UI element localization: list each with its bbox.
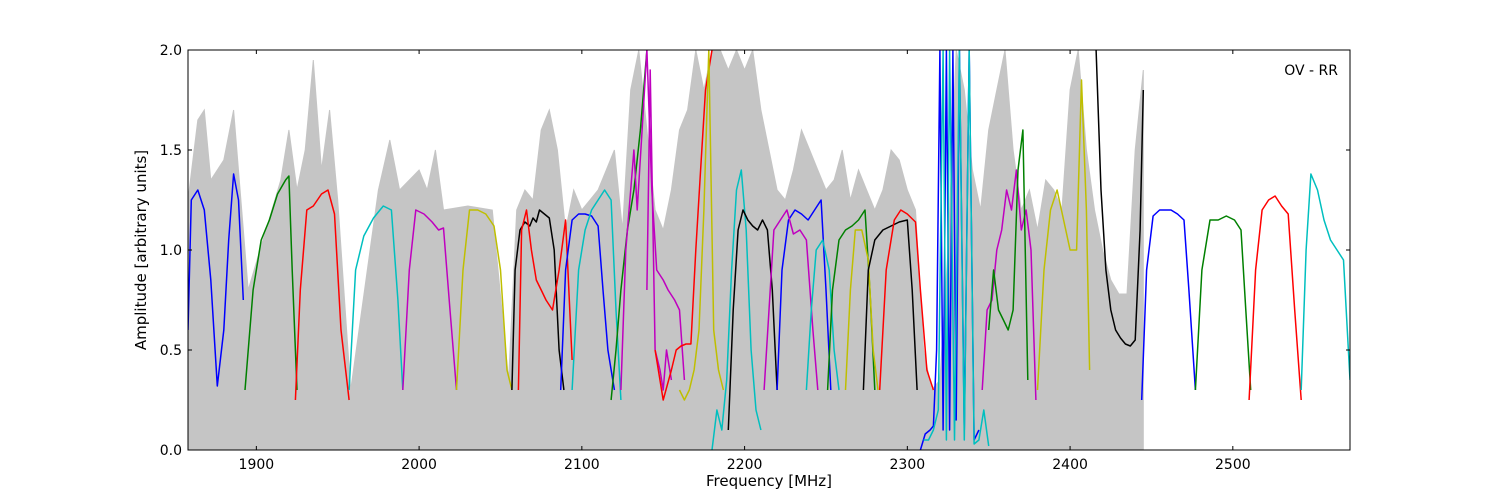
x-tick-label: 2000 bbox=[401, 457, 437, 473]
y-tick-label: 0.0 bbox=[160, 443, 182, 459]
series-line-24 bbox=[878, 209, 935, 391]
x-tick-label: 2300 bbox=[890, 457, 926, 473]
x-axis-ticks: 1900 2000 2100 2200 2300 2400 2500 bbox=[239, 50, 1251, 473]
series-line-13 bbox=[646, 69, 673, 391]
series-line-6 bbox=[455, 209, 513, 391]
series-line-29 bbox=[1036, 79, 1091, 391]
y-tick-label: 1.5 bbox=[160, 143, 182, 159]
series-line-22 bbox=[844, 229, 879, 391]
x-axis-label: Frequency [MHz] bbox=[706, 472, 832, 490]
series-line-16 bbox=[711, 169, 762, 450]
series-line-19 bbox=[763, 209, 819, 391]
x-tick-label: 1900 bbox=[239, 457, 275, 473]
series-line-7 bbox=[511, 209, 565, 391]
series-line-30 bbox=[1095, 50, 1145, 347]
series-line-15 bbox=[678, 50, 725, 401]
x-tick-label: 2400 bbox=[1052, 457, 1088, 473]
series-line-23 bbox=[862, 219, 918, 391]
series-line-2 bbox=[244, 175, 298, 391]
series-line-33 bbox=[1248, 195, 1302, 401]
series-line-31 bbox=[1140, 209, 1197, 401]
y-tick-label: 1.0 bbox=[160, 243, 182, 259]
x-tick-label: 2100 bbox=[564, 457, 600, 473]
y-tick-label: 2.0 bbox=[160, 43, 182, 59]
series-line-5 bbox=[402, 209, 458, 391]
series-line-20 bbox=[805, 239, 840, 391]
series-line-4 bbox=[348, 205, 404, 391]
series-line-17 bbox=[727, 209, 778, 431]
reference-band bbox=[188, 50, 1144, 450]
series-line-3 bbox=[294, 189, 350, 401]
y-axis-ticks: 0.0 0.5 1.0 1.5 2.0 bbox=[160, 43, 1350, 459]
series-line-14 bbox=[654, 50, 713, 401]
series-line-8 bbox=[517, 209, 573, 391]
series-line-1 bbox=[188, 173, 245, 387]
x-tick-label: 2500 bbox=[1215, 457, 1251, 473]
series-line-26 bbox=[923, 50, 990, 447]
series-line-34 bbox=[1300, 173, 1350, 391]
series-line-10 bbox=[571, 189, 622, 401]
series-line-9 bbox=[559, 213, 616, 391]
y-axis-label: Amplitude [arbitrary units] bbox=[132, 150, 150, 350]
series-layer bbox=[188, 50, 1350, 450]
y-tick-label: 0.5 bbox=[160, 343, 182, 359]
chart-annotation: OV - RR bbox=[1284, 63, 1338, 79]
series-line-28 bbox=[987, 129, 1029, 381]
reference-band-area bbox=[188, 50, 1144, 450]
x-tick-label: 2200 bbox=[727, 457, 763, 473]
series-line-32 bbox=[1194, 215, 1252, 391]
